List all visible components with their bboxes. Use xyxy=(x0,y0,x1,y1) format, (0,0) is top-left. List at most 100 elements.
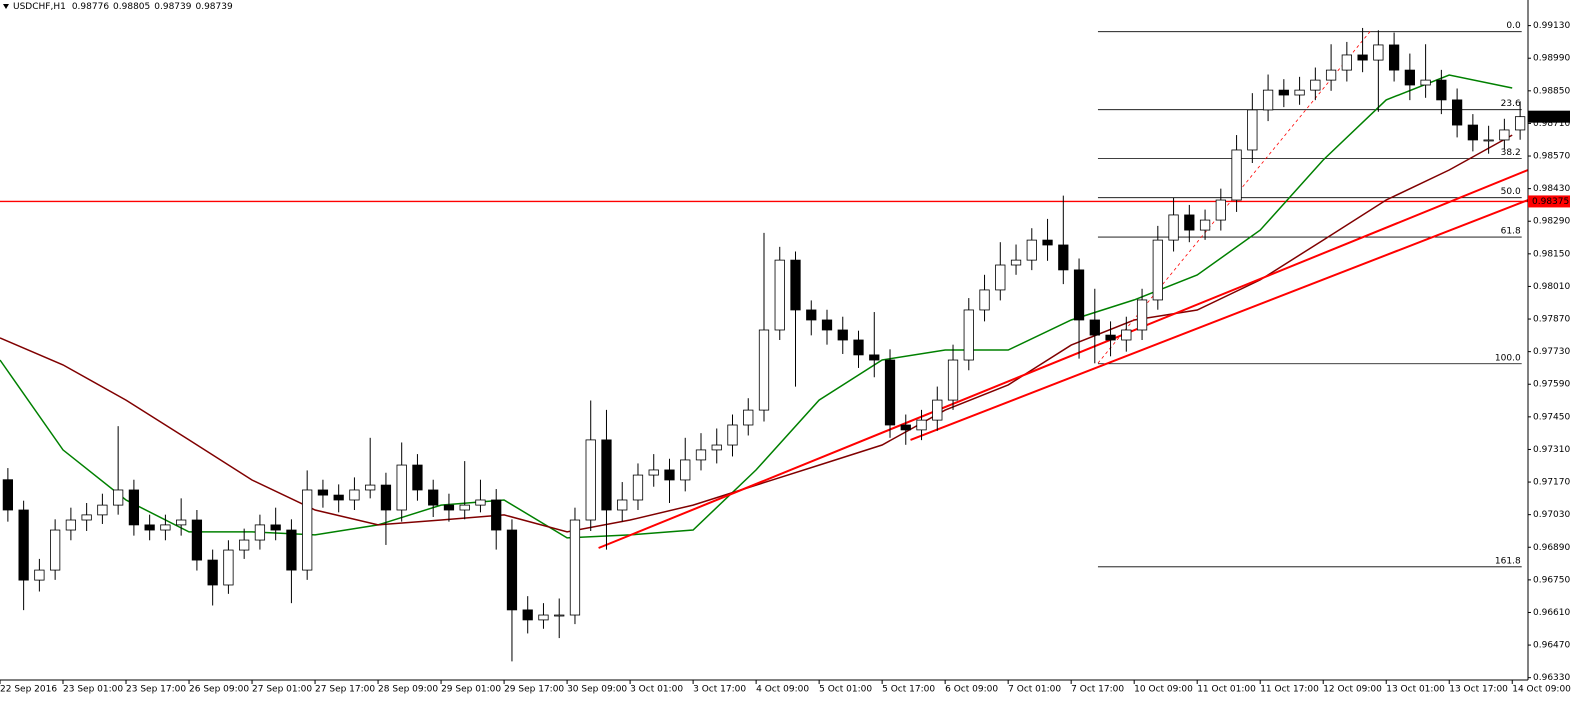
candle-body xyxy=(601,439,612,511)
x-tick-label: 26 Sep 09:00 xyxy=(189,685,249,695)
candle-body xyxy=(1388,44,1400,71)
candle-body xyxy=(239,539,250,551)
candle-body xyxy=(963,309,974,361)
candle-body xyxy=(979,289,990,311)
x-tick-label: 14 Oct 09:00 xyxy=(1512,685,1571,695)
fib-label: 100.0 xyxy=(1495,353,1521,363)
candle-body xyxy=(128,489,140,526)
candle-body xyxy=(632,474,644,501)
x-tick-label: 23 Sep 17:00 xyxy=(126,685,186,695)
candle-body xyxy=(648,469,659,476)
x-tick-label: 23 Sep 01:00 xyxy=(63,685,123,695)
candle-body xyxy=(1278,89,1289,96)
trendline xyxy=(598,169,1529,549)
candle-body xyxy=(869,354,880,361)
candle-body xyxy=(1042,239,1053,246)
candle-body xyxy=(585,439,596,521)
candle-body xyxy=(774,259,785,331)
candle-body xyxy=(1436,79,1447,101)
fib-label: 38.2 xyxy=(1501,148,1521,158)
candle-body xyxy=(317,489,329,496)
candle-body xyxy=(270,524,281,531)
candle-body xyxy=(680,459,691,481)
y-tick-label: 0.96890 xyxy=(1533,543,1570,553)
y-tick-label: 0.97730 xyxy=(1533,347,1570,357)
x-tick-label: 22 Sep 2016 xyxy=(0,685,57,695)
y-tick-label: 0.97310 xyxy=(1533,445,1570,455)
candle-body xyxy=(1514,116,1526,131)
x-tick-label: 27 Sep 01:00 xyxy=(252,685,312,695)
candle-body xyxy=(884,359,896,426)
candle-body xyxy=(1325,69,1337,81)
candle-body xyxy=(1026,239,1037,261)
fib-label: 50.0 xyxy=(1501,187,1521,197)
candle-body xyxy=(160,524,171,531)
fib-label: 161.8 xyxy=(1495,556,1521,566)
candle-body xyxy=(18,509,29,581)
candle-body xyxy=(365,484,376,491)
candle-body xyxy=(1420,79,1431,86)
y-tick-label: 0.97170 xyxy=(1533,478,1570,488)
fib-label: 0.0 xyxy=(1506,21,1521,31)
candle-body xyxy=(254,524,266,541)
candle-body xyxy=(506,529,518,611)
candle-body xyxy=(1184,214,1195,231)
y-tick-label: 0.98010 xyxy=(1533,282,1570,292)
x-tick-label: 7 Oct 01:00 xyxy=(1008,685,1061,695)
candle-body xyxy=(806,309,817,321)
header-open: 0.98776 xyxy=(72,2,109,12)
candle-body xyxy=(1121,329,1132,341)
last-price-label: 0.98739 xyxy=(1532,112,1569,122)
fib-label: 61.8 xyxy=(1501,227,1521,237)
candle-body xyxy=(1310,79,1321,91)
candle-body xyxy=(302,489,313,571)
header-arrow xyxy=(3,4,9,9)
candle-body xyxy=(207,559,218,586)
candle-body xyxy=(821,319,833,331)
candle-body xyxy=(1262,89,1274,111)
candle-body xyxy=(1089,319,1100,336)
candle-body xyxy=(695,449,707,461)
header-close: 0.98739 xyxy=(195,2,232,12)
candle-body xyxy=(617,499,628,511)
candle-body xyxy=(1451,99,1463,126)
candle-body xyxy=(1215,199,1226,221)
last-price-tag xyxy=(1528,110,1570,123)
x-tick-label: 3 Oct 01:00 xyxy=(630,685,683,695)
candle-body xyxy=(380,484,392,511)
header: USDCHF,H1 0.98776 0.98805 0.98739 0.98739 xyxy=(13,2,233,12)
candle-body xyxy=(2,479,14,511)
candle-body xyxy=(995,264,1006,291)
horizontal-line-label: 0.98375 xyxy=(1532,197,1569,207)
x-tick-label: 28 Sep 09:00 xyxy=(378,685,438,695)
candle-body xyxy=(1073,269,1085,321)
y-tick-label: 0.97870 xyxy=(1533,315,1570,325)
candle-body xyxy=(491,499,502,531)
candle-body xyxy=(1058,244,1069,271)
candle-body xyxy=(113,489,124,506)
header-low: 0.98739 xyxy=(154,2,191,12)
y-tick-label: 0.97450 xyxy=(1533,412,1570,422)
x-tick-label: 11 Oct 17:00 xyxy=(1260,685,1319,695)
candle-body xyxy=(1231,149,1242,201)
y-tick-label: 0.98290 xyxy=(1533,217,1570,227)
moving-average xyxy=(0,74,1513,539)
candle-body xyxy=(916,419,927,431)
horizontal-line-tag xyxy=(1528,195,1570,208)
candle-body xyxy=(1341,54,1352,71)
candle-body xyxy=(932,399,943,421)
y-tick-label: 0.96750 xyxy=(1533,575,1570,585)
x-tick-label: 27 Sep 17:00 xyxy=(315,685,375,695)
candle-body xyxy=(743,409,754,426)
x-tick-label: 5 Oct 01:00 xyxy=(819,685,872,695)
candle-body xyxy=(349,489,360,501)
candle-body xyxy=(790,259,801,311)
candle-body xyxy=(1152,239,1163,301)
x-tick-label: 13 Oct 01:00 xyxy=(1386,685,1445,695)
y-tick-label: 0.99130 xyxy=(1533,21,1570,31)
trendline xyxy=(910,199,1529,441)
y-tick-label: 0.96470 xyxy=(1533,641,1570,651)
x-tick-label: 12 Oct 09:00 xyxy=(1323,685,1382,695)
